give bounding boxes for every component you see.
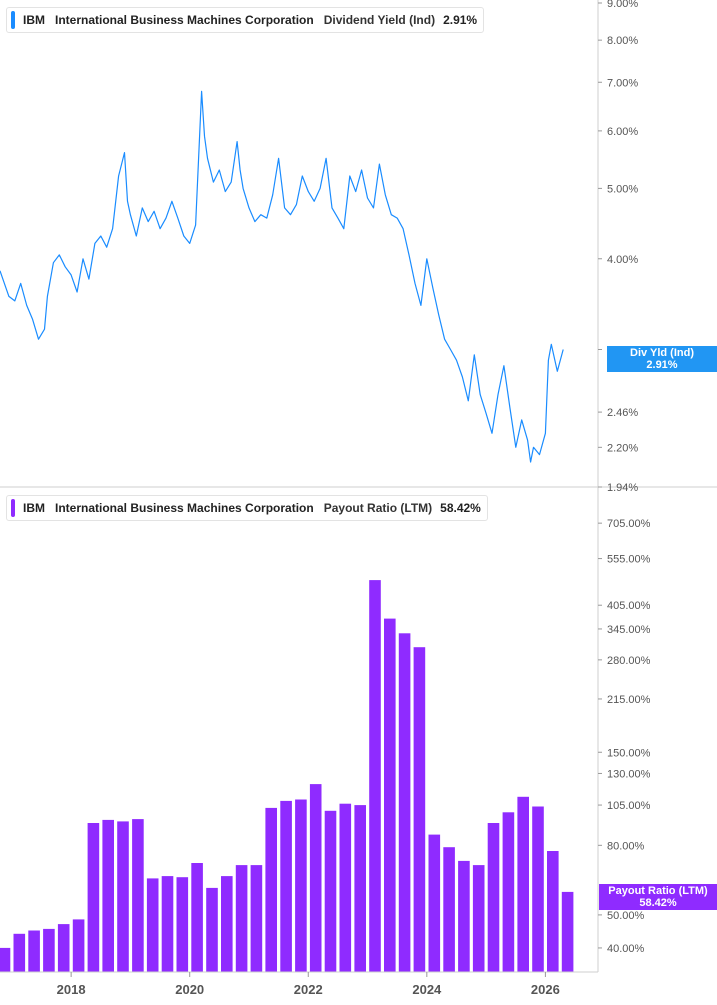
- x-tick-label: 2022: [294, 982, 323, 997]
- payout-bar: [502, 812, 515, 972]
- bottom-legend-color-swatch: [11, 499, 15, 517]
- payout-bar: [487, 823, 500, 972]
- bottom-y-tick-label: 150.00%: [607, 747, 651, 759]
- bottom-y-tick-label: 105.00%: [607, 800, 651, 812]
- payout-bar: [43, 928, 55, 972]
- bottom-price-flag: Payout Ratio (LTM) 58.42%: [599, 884, 717, 910]
- payout-bar: [176, 877, 189, 972]
- payout-bar: [57, 924, 70, 972]
- payout-bar: [428, 834, 441, 972]
- top-legend[interactable]: IBM International Business Machines Corp…: [6, 7, 485, 33]
- payout-bar: [547, 851, 559, 972]
- top-y-tick-label: 5.00%: [607, 183, 638, 195]
- top-y-axis: 9.00%8.00%7.00%6.00%5.00%4.00%3.00%2.46%…: [0, 0, 717, 972]
- top-y-tick-label: 2.20%: [607, 442, 638, 454]
- bottom-legend-metric: Payout Ratio (LTM): [323, 501, 433, 515]
- payout-bar: [28, 930, 40, 972]
- top-legend-ticker: IBM: [23, 13, 45, 27]
- payout-bar: [102, 819, 114, 972]
- x-tick-label: 2026: [531, 982, 560, 997]
- x-tick-label: 2020: [175, 982, 204, 997]
- payout-bar: [472, 865, 485, 972]
- bottom-y-axis: 705.00% 555.00% 405.00% 345.00% 280.00% 215.0…: [598, 518, 651, 955]
- payout-bar: [369, 580, 381, 972]
- top-y-tick-label: 1.94%: [607, 482, 638, 494]
- bottom-flag-label: Payout Ratio (LTM): [608, 885, 708, 897]
- payout-bar: [265, 807, 277, 972]
- payout-bar: [280, 800, 292, 972]
- dividend-yield-plot: [0, 90, 564, 463]
- top-flag-value: 2.91%: [646, 359, 678, 371]
- bottom-flag-value: 58.42%: [639, 897, 677, 909]
- bottom-legend[interactable]: IBM International Business Machines Corp…: [6, 495, 488, 521]
- top-y-tick-label: 7.00%: [607, 77, 638, 89]
- payout-bar: [295, 799, 307, 972]
- payout-bar: [443, 847, 455, 972]
- top-legend-metric: Dividend Yield (Ind): [323, 13, 436, 27]
- payout-bar: [532, 806, 544, 972]
- payout-bar: [398, 633, 411, 972]
- dividend-yield-line: [0, 90, 564, 463]
- payout-bar: [561, 891, 574, 972]
- top-y-tick-label: 8.00%: [607, 35, 638, 47]
- bottom-y-tick-label: 80.00%: [607, 840, 645, 852]
- bottom-y-tick-label: 280.00%: [607, 655, 651, 667]
- payout-bar: [72, 919, 85, 972]
- payout-bar: [250, 865, 263, 972]
- top-y-tick-label: 2.46%: [607, 407, 638, 419]
- bottom-y-tick-label: 215.00%: [607, 694, 651, 706]
- payout-bar: [384, 618, 396, 972]
- bottom-y-tick-label: 555.00%: [607, 554, 651, 566]
- payout-bar: [146, 878, 159, 972]
- bottom-y-tick-label: 40.00%: [607, 943, 645, 955]
- payout-bar: [458, 860, 470, 972]
- bottom-legend-ticker: IBM: [23, 501, 45, 515]
- top-y-tick-label: 4.00%: [607, 254, 638, 266]
- x-tick-label: 2018: [57, 982, 86, 997]
- payout-bar: [324, 810, 337, 972]
- top-legend-color-swatch: [11, 11, 15, 29]
- bottom-y-tick-label: 405.00%: [607, 600, 651, 612]
- top-y-tick-label: 6.00%: [607, 126, 638, 138]
- top-legend-value: 2.91%: [443, 13, 478, 27]
- bottom-y-tick-label: 130.00%: [607, 768, 651, 780]
- payout-bar: [339, 803, 352, 972]
- bottom-legend-company: International Business Machines Corporat…: [55, 501, 314, 515]
- payout-bar: [309, 784, 322, 972]
- payout-bar: [13, 933, 26, 972]
- payout-ratio-plot: [0, 580, 574, 972]
- payout-bar: [161, 876, 174, 972]
- top-price-flag: Div Yld (Ind) 2.91%: [607, 346, 717, 372]
- payout-bar: [206, 887, 218, 972]
- x-axis: 2018 2020 2022 2024 2026: [0, 971, 598, 997]
- payout-bar: [117, 821, 129, 972]
- payout-bar: [191, 863, 203, 972]
- bottom-y-tick-label: 50.00%: [607, 910, 645, 922]
- payout-bar: [517, 796, 529, 972]
- payout-bar: [132, 819, 144, 972]
- top-legend-company: International Business Machines Corporat…: [55, 13, 314, 27]
- payout-bar: [87, 823, 100, 972]
- bottom-legend-value: 58.42%: [440, 501, 481, 515]
- payout-bar: [413, 647, 426, 972]
- bottom-y-tick-label: 345.00%: [607, 624, 651, 636]
- x-tick-label: 2024: [412, 982, 442, 997]
- payout-bar: [0, 947, 11, 972]
- top-flag-label: Div Yld (Ind): [630, 347, 694, 359]
- payout-bar: [354, 805, 366, 972]
- top-y-tick-label: 9.00%: [607, 0, 638, 10]
- payout-bar: [221, 876, 233, 972]
- payout-bar: [235, 865, 248, 972]
- bottom-y-tick-label: 705.00%: [607, 518, 651, 530]
